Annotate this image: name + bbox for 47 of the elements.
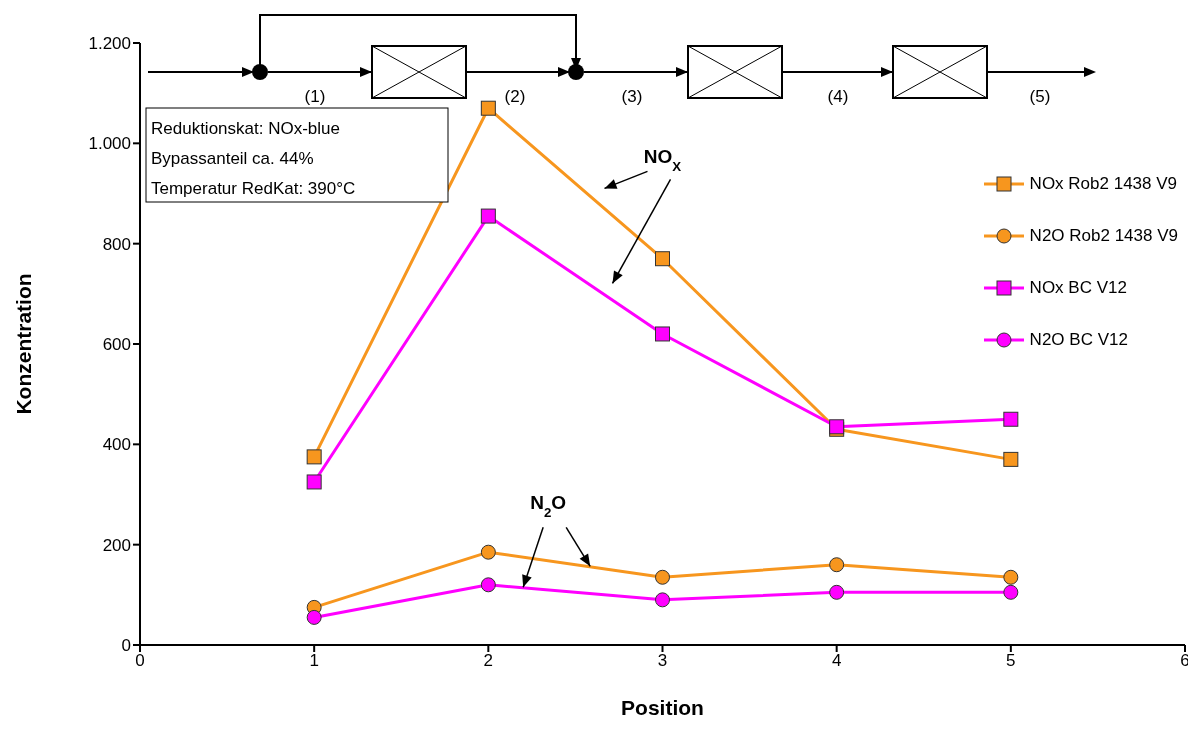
x-tick-label: 1 [309, 651, 319, 671]
annotation: (1) [304, 87, 326, 106]
y-tick-label: 1.000 [88, 134, 131, 154]
point [829, 557, 845, 573]
point [655, 326, 670, 342]
text-box: Reduktionskat: NOx-blue Bypassanteil ca. 44% Temperatur RedKat: 390°C [145, 107, 449, 203]
x-tick-label: 4 [831, 651, 842, 671]
y-tick-label: 800 [102, 234, 131, 254]
point [1003, 451, 1019, 467]
legend-label: NOx Rob2 1438 V9 [1029, 174, 1178, 194]
annotation: NO$_{X}$ [643, 146, 682, 174]
point [480, 208, 496, 224]
annotation: (2) [504, 87, 526, 106]
y-tick-label: 0 [121, 636, 131, 656]
point [480, 577, 496, 593]
annotation: (4) [827, 87, 849, 106]
y-tick-label: 1.200 [88, 34, 131, 54]
point [655, 251, 670, 267]
point [829, 584, 845, 600]
x-tick-label: 5 [1006, 651, 1016, 671]
y-tick-label: 400 [102, 435, 131, 455]
legend-label: N2O BC V12 [1029, 330, 1128, 350]
annotation: Temperatur RedKat: 390°C [151, 179, 356, 198]
annotation: Reduktionskat: NOx-blue [151, 119, 340, 138]
point [480, 100, 496, 116]
point [480, 544, 496, 560]
y-axis-title: Konzentration [12, 273, 36, 415]
point [1003, 584, 1019, 600]
y-tick-label: 600 [102, 335, 131, 355]
y-tick-label: 200 [102, 535, 131, 555]
x-axis-title: Position [621, 696, 704, 719]
x-tick-label: 2 [483, 651, 494, 671]
point [1003, 569, 1019, 585]
x-tick-label: 3 [657, 651, 668, 671]
point [306, 609, 322, 625]
point [306, 474, 322, 490]
x-tick-label: 0 [135, 651, 145, 671]
point [655, 569, 670, 585]
annotation: Bypassanteil ca. 44% [151, 149, 314, 168]
point [1003, 411, 1019, 427]
annotation: N$_{2}$O [530, 492, 567, 520]
annotation: (5) [1029, 87, 1051, 106]
legend-label: N2O Rob2 1438 V9 [1029, 226, 1178, 246]
annotation: (3) [621, 87, 643, 106]
point [306, 449, 322, 465]
legend-label: NOx BC V12 [1029, 278, 1127, 298]
point [655, 592, 670, 608]
